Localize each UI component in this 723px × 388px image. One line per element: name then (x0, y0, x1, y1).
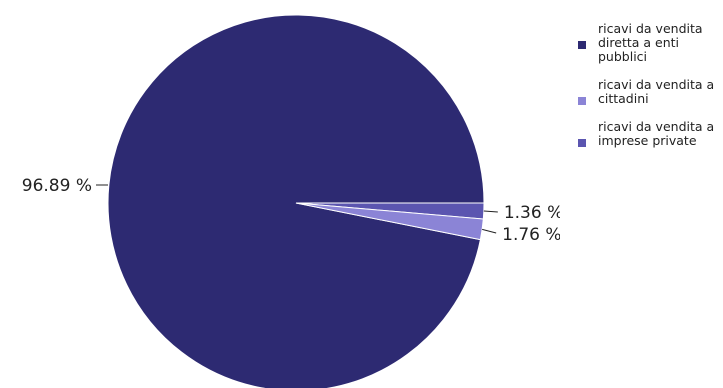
slice-label-cittadini-leader-line (482, 228, 497, 234)
legend-swatch-cittadini (578, 97, 586, 105)
slice-label-enti-pubblici: 96.89 % (22, 176, 92, 196)
legend: ricavi da vendita diretta a enti pubblic… (576, 22, 721, 148)
slice-label-cittadini: 1.76 % (502, 225, 560, 245)
legend-item-cittadini: ricavi da vendita a cittadini (576, 78, 721, 106)
legend-item-imprese-private: ricavi da vendita a imprese private (576, 120, 721, 148)
pie-labels: 96.89 % 1.36 %1.76 % (22, 176, 560, 245)
legend-label-cittadini: ricavi da vendita a cittadini (598, 77, 715, 106)
slice-label-imprese-private: 1.36 % (504, 203, 560, 223)
legend-label-imprese-private: ricavi da vendita a imprese private (598, 119, 715, 148)
legend-label-enti-pubblici: ricavi da vendita diretta a enti pubblic… (598, 21, 703, 64)
legend-item-enti-pubblici: ricavi da vendita diretta a enti pubblic… (576, 22, 721, 64)
slice-label-imprese-private-leader-line (483, 210, 498, 213)
pie-chart: 96.89 % 1.36 %1.76 % (22, 14, 560, 388)
legend-swatch-imprese-private (578, 139, 586, 147)
legend-swatch-enti-pubblici (578, 41, 586, 49)
pie-slice-enti-pubblici (107, 14, 485, 388)
pie-slice-cittadini (295, 202, 484, 241)
pie-slices (107, 14, 485, 388)
